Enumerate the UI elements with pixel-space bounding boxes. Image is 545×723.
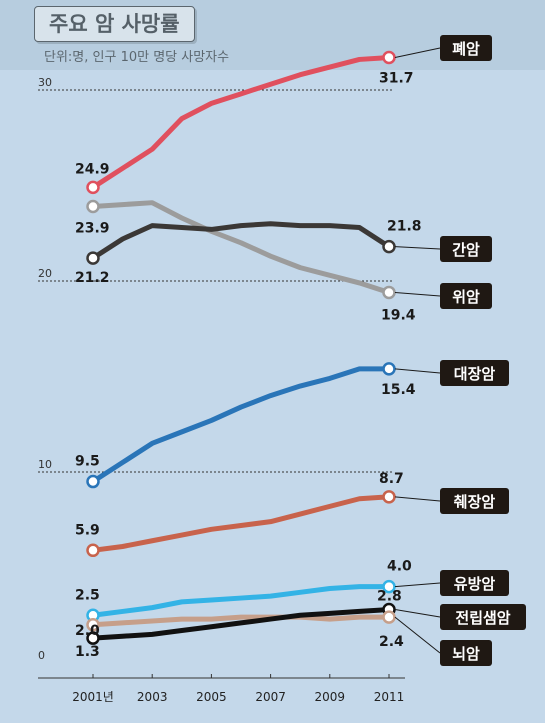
unit-note: 단위:명, 인구 10만 명당 사망자수 bbox=[44, 50, 230, 65]
chart-title: 주요 암 사망률 bbox=[34, 6, 195, 42]
marker-start-전립샘암 bbox=[86, 631, 100, 645]
marker-start-뇌암 bbox=[86, 618, 100, 632]
series-line-간암 bbox=[90, 221, 392, 261]
series-badge-위암 bbox=[440, 283, 492, 309]
marker-end-췌장암 bbox=[382, 490, 396, 504]
data-label-end-유방암: 4.0 bbox=[387, 559, 412, 575]
y-tick-label-10: 10 bbox=[38, 458, 52, 471]
data-label-start-전립샘암: 1.3 bbox=[75, 644, 100, 660]
leader-line-췌장암 bbox=[394, 496, 441, 502]
series-name-뇌암: 뇌암 bbox=[452, 645, 480, 663]
marker-end-위암 bbox=[382, 285, 396, 300]
data-label-start-대장암: 9.5 bbox=[75, 454, 100, 470]
series-badge-대장암 bbox=[440, 360, 509, 386]
leader-line-유방암 bbox=[394, 582, 441, 588]
x-tick-label-2011: 2011 bbox=[374, 690, 405, 704]
x-tick-label-2003: 2003 bbox=[137, 690, 168, 704]
marker-end-대장암 bbox=[382, 362, 396, 376]
series-line-폐암 bbox=[90, 55, 392, 190]
y-tick-label-20: 20 bbox=[38, 267, 52, 280]
series-name-폐암: 폐암 bbox=[452, 40, 480, 58]
marker-start-간암 bbox=[86, 251, 100, 265]
series-name-간암: 간암 bbox=[452, 241, 480, 259]
marker-end-폐암 bbox=[382, 50, 396, 65]
marker-end-유방암 bbox=[382, 579, 396, 594]
data-label-end-위암: 19.4 bbox=[381, 307, 416, 323]
series-line-대장암 bbox=[90, 366, 392, 485]
data-label-start-간암: 21.2 bbox=[75, 270, 110, 286]
data-label-start-유방암: 2.5 bbox=[75, 587, 100, 603]
data-label-end-전립샘암: 2.8 bbox=[377, 589, 402, 605]
leader-line-전립샘암 bbox=[394, 609, 441, 618]
y-tick-label-0: 0 bbox=[38, 649, 45, 662]
x-tick-label-2009: 2009 bbox=[315, 690, 346, 704]
leader-line-대장암 bbox=[394, 368, 441, 374]
data-label-start-위암: 23.9 bbox=[75, 221, 110, 237]
leader-line-간암 bbox=[394, 246, 441, 250]
marker-start-위암 bbox=[86, 199, 100, 214]
series-name-대장암: 대장암 bbox=[454, 365, 496, 383]
series-badge-뇌암 bbox=[440, 640, 492, 666]
series-name-유방암: 유방암 bbox=[454, 575, 496, 593]
series-name-위암: 위암 bbox=[452, 288, 480, 306]
series-line-전립샘암 bbox=[90, 607, 392, 641]
marker-start-대장암 bbox=[86, 474, 100, 489]
x-tick-label-2001: 2001년 bbox=[72, 690, 114, 704]
series-line-위암 bbox=[90, 200, 392, 295]
series-line-뇌암 bbox=[90, 614, 392, 628]
data-label-end-폐암: 31.7 bbox=[379, 71, 414, 87]
series-line-유방암 bbox=[90, 584, 392, 618]
series-line-췌장암 bbox=[90, 494, 392, 553]
series-name-췌장암: 췌장암 bbox=[454, 493, 496, 511]
series-badge-간암 bbox=[440, 236, 492, 262]
series-badge-췌장암 bbox=[440, 488, 509, 514]
marker-end-뇌암 bbox=[382, 610, 396, 624]
marker-start-췌장암 bbox=[86, 543, 100, 558]
leader-line-폐암 bbox=[394, 47, 441, 59]
data-label-end-대장암: 15.4 bbox=[381, 382, 416, 398]
data-label-start-췌장암: 5.9 bbox=[75, 522, 100, 538]
series-badge-폐암 bbox=[440, 35, 492, 61]
series-badge-전립샘암 bbox=[440, 604, 526, 630]
marker-end-간암 bbox=[382, 239, 396, 254]
series-name-전립샘암: 전립샘암 bbox=[455, 609, 510, 627]
data-label-start-폐암: 24.9 bbox=[75, 161, 110, 177]
x-tick-label-2007: 2007 bbox=[255, 690, 286, 704]
data-label-end-뇌암: 2.4 bbox=[379, 634, 404, 650]
x-tick-label-2005: 2005 bbox=[196, 690, 227, 704]
leader-line-뇌암 bbox=[394, 616, 441, 654]
marker-start-폐암 bbox=[86, 180, 100, 195]
leader-line-위암 bbox=[394, 291, 441, 297]
y-tick-label-30: 30 bbox=[38, 76, 52, 89]
data-label-end-췌장암: 8.7 bbox=[379, 471, 404, 487]
series-badge-유방암 bbox=[440, 570, 509, 596]
data-label-end-간암: 21.8 bbox=[387, 219, 422, 235]
data-label-start-뇌암: 2.0 bbox=[75, 623, 100, 639]
